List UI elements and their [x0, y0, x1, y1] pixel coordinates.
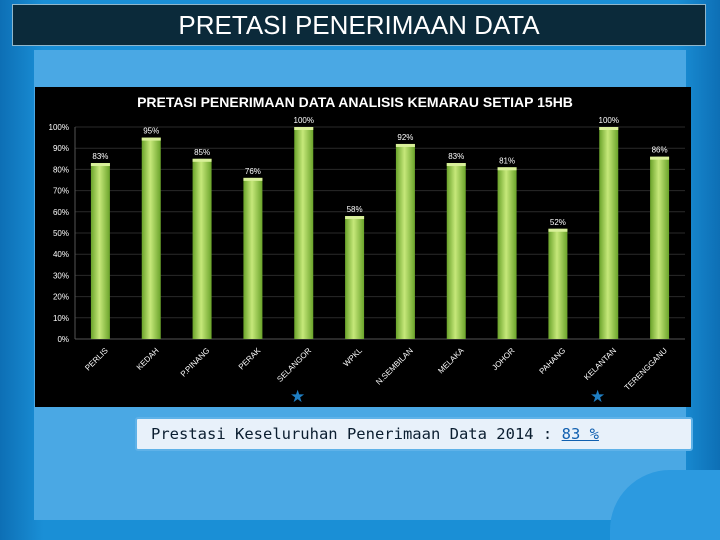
x-tick-label: PERLIS [83, 346, 109, 372]
bar [497, 167, 517, 339]
x-tick-label: P.PINANG [179, 346, 212, 379]
bar-cap [243, 177, 263, 181]
data-label: 52% [550, 218, 566, 227]
data-label: 85% [194, 148, 210, 157]
bar [294, 127, 314, 339]
y-tick-label: 50% [53, 229, 69, 238]
page-title: PRETASI PENERIMAAN DATA [12, 4, 706, 46]
star-icon: ★ [290, 387, 306, 406]
bar [446, 163, 466, 339]
x-tick-label: MELAKA [436, 346, 466, 376]
x-tick-label: TERENGGANU [623, 346, 669, 392]
x-tick-label: PAHANG [537, 346, 567, 376]
bar [599, 127, 619, 339]
x-tick-label: SELANGOR [275, 346, 313, 384]
y-tick-label: 20% [53, 293, 69, 302]
chart-svg: PRETASI PENERIMAAN DATA ANALISIS KEMARAU… [49, 94, 685, 392]
bar [650, 156, 670, 339]
bar-cap [141, 137, 161, 141]
y-tick-label: 80% [53, 165, 69, 174]
overall-performance-box: Prestasi Keseluruhan Penerimaan Data 201… [135, 417, 693, 451]
bar-cap [446, 163, 466, 167]
y-tick-label: 0% [57, 335, 69, 344]
bar [395, 143, 415, 339]
bar-cap [345, 216, 365, 220]
bar-cap [650, 156, 670, 160]
data-label: 95% [143, 127, 159, 136]
y-tick-label: 70% [53, 187, 69, 196]
y-tick-label: 10% [53, 314, 69, 323]
data-label: 58% [347, 205, 363, 214]
y-tick-label: 40% [53, 250, 69, 259]
x-tick-label: KELANTAN [582, 346, 618, 382]
data-label: 81% [499, 156, 515, 165]
x-tick-label: WPKL [342, 346, 365, 369]
x-tick-label: KEDAH [135, 346, 161, 372]
bar-cap [90, 163, 110, 167]
y-tick-label: 100% [49, 123, 69, 132]
bar [548, 228, 568, 339]
bar-cap [599, 127, 619, 130]
overall-performance-value: 83 % [561, 425, 599, 443]
data-label: 83% [92, 152, 108, 161]
bar-cap [294, 127, 314, 130]
data-label: 100% [599, 116, 619, 125]
data-label: 86% [652, 146, 668, 155]
y-tick-label: 90% [53, 144, 69, 153]
bar [345, 216, 365, 339]
bar-cap [192, 158, 212, 162]
data-label: 100% [294, 116, 314, 125]
bar [243, 177, 263, 339]
data-label: 92% [397, 133, 413, 142]
x-tick-label: N.SEMBILAN [374, 346, 415, 387]
chart-title: PRETASI PENERIMAAN DATA ANALISIS KEMARAU… [137, 94, 573, 110]
x-tick-label: PERAK [237, 346, 263, 372]
bar-cap [395, 143, 415, 147]
y-tick-label: 30% [53, 271, 69, 280]
bar [192, 158, 212, 339]
bar [141, 137, 161, 339]
bar-cap [548, 228, 568, 232]
bar [90, 163, 110, 339]
overall-performance-label: Prestasi Keseluruhan Penerimaan Data 201… [151, 425, 553, 443]
data-label: 76% [245, 167, 261, 176]
star-icon: ★ [590, 387, 606, 406]
bar-chart: PRETASI PENERIMAAN DATA ANALISIS KEMARAU… [35, 87, 691, 407]
y-tick-label: 60% [53, 208, 69, 217]
bar-cap [497, 167, 517, 171]
data-label: 83% [448, 152, 464, 161]
x-tick-label: JOHOR [490, 346, 516, 372]
